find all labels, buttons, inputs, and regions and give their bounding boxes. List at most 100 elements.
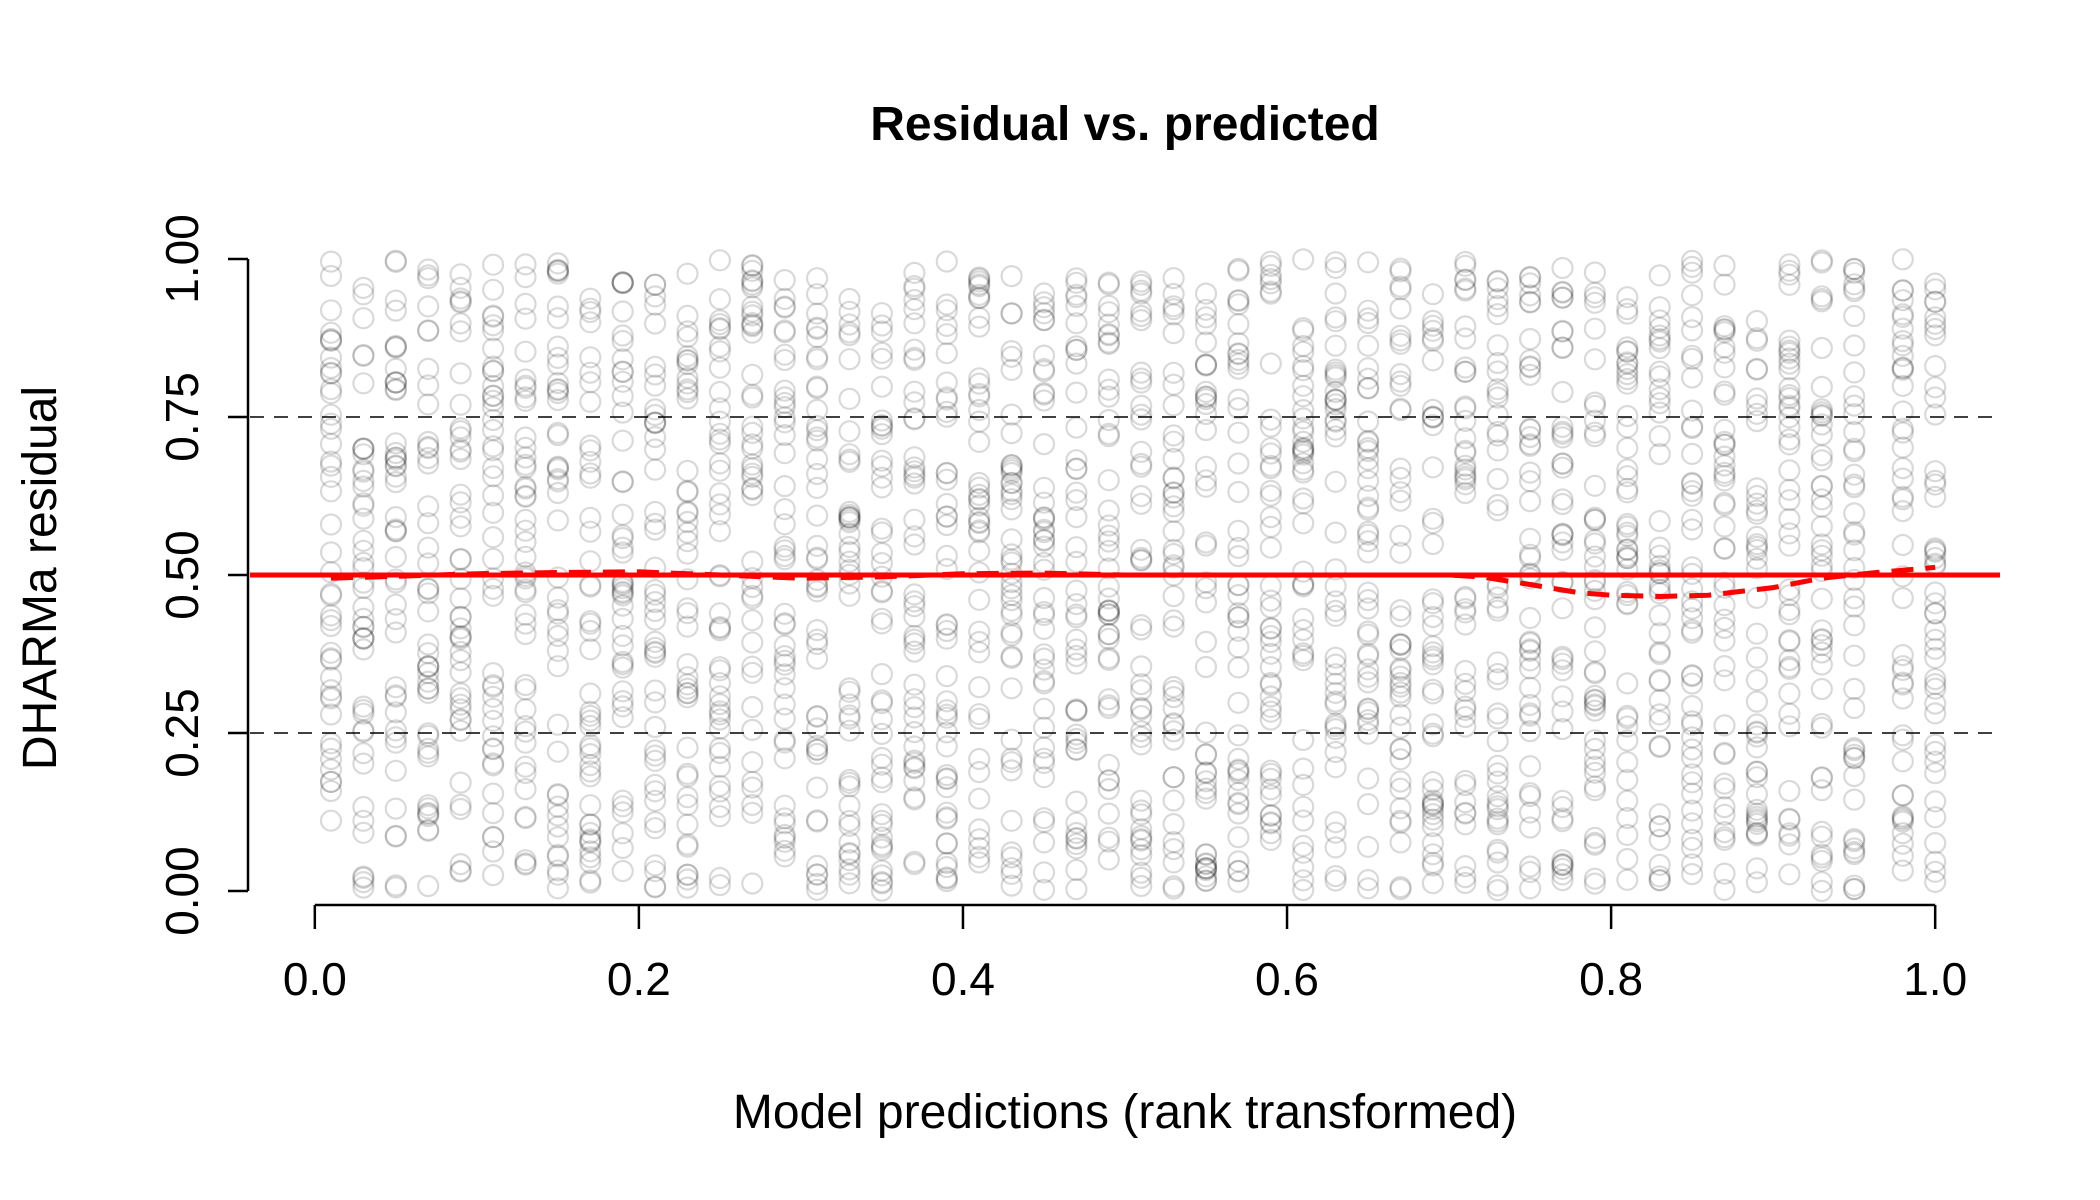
scatter-point	[1097, 425, 1120, 448]
scatter-point	[1130, 538, 1153, 561]
scatter-point	[741, 254, 764, 277]
scatter-point	[1680, 366, 1704, 389]
scatter-point	[1648, 386, 1671, 409]
scatter-point	[1891, 750, 1914, 773]
scatter-point	[352, 870, 375, 894]
scatter-point	[805, 415, 829, 438]
scatter-point	[1000, 646, 1023, 670]
scatter-point	[352, 492, 375, 515]
scatter-point	[1778, 578, 1801, 601]
scatter-point	[579, 753, 602, 777]
scatter-point	[319, 465, 343, 488]
scatter-point	[1097, 539, 1120, 563]
scatter-point	[417, 661, 440, 685]
scatter-point	[1551, 647, 1574, 671]
scatter-point	[1032, 747, 1056, 770]
scatter-point	[1324, 361, 1347, 384]
scatter-point	[1810, 677, 1833, 701]
scatter-point	[352, 876, 375, 899]
scatter-point	[676, 813, 699, 836]
scatter-point	[968, 287, 991, 310]
scatter-point	[643, 578, 667, 602]
scatter-point	[903, 446, 926, 469]
scatter-point	[1713, 820, 1736, 844]
scatter-point	[1680, 828, 1704, 852]
scatter-point	[417, 681, 440, 705]
scatter-point	[1130, 548, 1153, 572]
scatter-point	[1454, 698, 1477, 722]
scatter-point	[611, 624, 634, 648]
scatter-point	[319, 747, 343, 771]
scatter-point	[1292, 420, 1315, 443]
scatter-point	[643, 273, 667, 296]
scatter-point	[838, 704, 861, 727]
scatter-point	[611, 271, 634, 294]
scatter-point	[1778, 428, 1801, 451]
scatter-point	[741, 776, 764, 799]
scatter-point	[870, 314, 894, 337]
scatter-point	[579, 828, 602, 851]
scatter-point	[1194, 571, 1218, 594]
scatter-point	[1924, 469, 1947, 492]
scatter-point	[1486, 351, 1509, 375]
scatter-point	[1745, 798, 1769, 821]
scatter-point	[1000, 528, 1023, 551]
scatter-point	[805, 776, 829, 799]
scatter-point	[546, 804, 570, 827]
scatter-point	[611, 650, 634, 674]
scatter-point	[482, 319, 505, 342]
scatter-point	[1551, 524, 1574, 547]
scatter-point	[643, 293, 667, 316]
scatter-point	[708, 410, 732, 433]
scatter-point	[676, 681, 699, 705]
scatter-point	[676, 876, 699, 899]
scatter-point	[968, 270, 991, 293]
scatter-point	[1891, 279, 1914, 302]
scatter-point	[773, 343, 796, 366]
scatter-point	[773, 707, 796, 730]
scatter-point	[1259, 442, 1282, 465]
scatter-point	[546, 378, 570, 401]
scatter-point	[1324, 599, 1347, 623]
scatter-point	[1924, 306, 1947, 329]
scatter-point	[514, 755, 537, 778]
scatter-point	[1924, 733, 1947, 756]
scatter-point	[1891, 671, 1914, 694]
scatter-point	[1454, 268, 1477, 291]
scatter-point	[1486, 493, 1509, 517]
scatter-point	[579, 709, 602, 732]
scatter-point	[805, 704, 829, 728]
scatter-point	[1648, 642, 1671, 666]
scatter-point	[1194, 869, 1218, 892]
scatter-point	[482, 384, 505, 408]
scatter-point	[1843, 677, 1866, 701]
scatter-point	[1032, 344, 1056, 367]
scatter-point	[1745, 805, 1769, 828]
scatter-point	[1843, 595, 1866, 618]
scatter-point	[1097, 469, 1120, 492]
scatter-point	[1891, 724, 1914, 747]
scatter-point	[1259, 700, 1282, 723]
scatter-point	[352, 615, 375, 639]
scatter-point	[935, 468, 958, 491]
scatter-point	[1518, 784, 1542, 808]
scatter-point	[1097, 848, 1120, 871]
scatter-point	[611, 836, 634, 860]
scatter-point	[676, 372, 699, 395]
scatter-point	[1518, 290, 1542, 313]
scatter-point	[1194, 353, 1218, 376]
scatter-point	[546, 346, 570, 369]
scatter-point	[1227, 802, 1250, 825]
scatter-point	[708, 741, 732, 765]
scatter-point	[352, 626, 375, 650]
scatter-point	[1745, 547, 1769, 570]
scatter-point	[1259, 352, 1282, 375]
scatter-point	[1745, 720, 1769, 743]
scatter-point	[1194, 577, 1218, 600]
scatter-point	[546, 259, 570, 282]
scatter-point	[1227, 758, 1250, 781]
x-axis-title: Model predictions (rank transformed)	[733, 1086, 1517, 1139]
scatter-point	[1259, 811, 1282, 834]
scatter-point	[1551, 852, 1574, 875]
scatter-point	[1924, 386, 1947, 409]
